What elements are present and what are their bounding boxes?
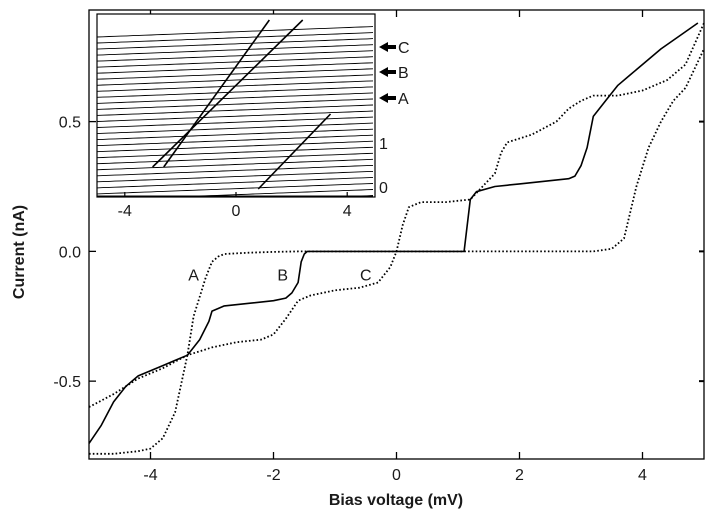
inset-trace bbox=[96, 110, 374, 122]
inset-legend-label: A bbox=[398, 91, 409, 108]
inset-trace bbox=[96, 86, 374, 98]
inset-trace bbox=[96, 116, 374, 128]
arrow-left-icon bbox=[379, 93, 396, 103]
inset-trace bbox=[96, 26, 374, 38]
inset-trace bbox=[96, 158, 374, 171]
curve-label-a: A bbox=[188, 268, 199, 285]
inset-trace bbox=[96, 68, 374, 80]
inset-trace bbox=[96, 92, 374, 104]
inset-x-tick-label: 4 bbox=[343, 203, 352, 220]
inset-step-line bbox=[257, 113, 332, 190]
inset-right-tick-label: 1 bbox=[379, 136, 388, 153]
curve-label-b: B bbox=[277, 268, 288, 285]
inset-legend: CBA bbox=[379, 40, 410, 108]
x-tick-label: 0 bbox=[392, 467, 401, 484]
main-tick-labels: -4 -2 0 2 4 -0.5 0.0 0.5 bbox=[53, 115, 647, 484]
inset-legend-label: B bbox=[398, 65, 409, 82]
inset-ticks: -4 0 4 0 1 bbox=[118, 136, 388, 220]
inset-trace bbox=[96, 56, 374, 68]
inset-trace bbox=[96, 44, 374, 56]
inset-trace bbox=[96, 170, 374, 183]
x-tick-label: 4 bbox=[638, 467, 647, 484]
x-tick-label: 2 bbox=[515, 467, 524, 484]
inset-trace bbox=[96, 38, 374, 50]
inset-x-tick-label: -4 bbox=[118, 203, 132, 220]
inset-lines bbox=[96, 19, 374, 197]
y-axis-title: Current (nA) bbox=[11, 205, 28, 299]
arrow-left-icon bbox=[379, 42, 396, 52]
y-tick-label: 0.5 bbox=[59, 115, 81, 132]
x-axis-title: Bias voltage (mV) bbox=[329, 492, 463, 509]
inset-trace bbox=[96, 32, 374, 44]
x-tick-label: -2 bbox=[266, 467, 280, 484]
inset-background bbox=[97, 14, 375, 197]
arrow-left-icon bbox=[379, 67, 396, 77]
inset-x-tick-label: 0 bbox=[232, 203, 241, 220]
y-tick-label: 0.0 bbox=[59, 244, 81, 261]
inset-trace bbox=[96, 128, 374, 141]
curve-label-c: C bbox=[360, 268, 372, 285]
inset-trace bbox=[96, 122, 374, 135]
inset-trace bbox=[96, 98, 374, 110]
inset-step-line bbox=[152, 19, 304, 168]
inset: -4 0 4 0 1 CBA bbox=[96, 13, 410, 220]
inset-trace bbox=[97, 189, 374, 197]
main-annotations: A B C bbox=[188, 268, 371, 285]
inset-trace bbox=[96, 183, 374, 195]
inset-legend-label: C bbox=[398, 40, 410, 57]
inset-right-tick-label: 0 bbox=[379, 180, 388, 197]
y-tick-label: -0.5 bbox=[53, 374, 81, 391]
inset-trace bbox=[96, 134, 374, 147]
inset-trace bbox=[96, 104, 374, 116]
inset-trace bbox=[96, 152, 374, 165]
inset-trace bbox=[96, 140, 374, 153]
inset-trace bbox=[96, 74, 374, 86]
inset-trace bbox=[96, 146, 374, 159]
main-series bbox=[88, 22, 705, 455]
inset-step-line bbox=[163, 19, 271, 168]
series-c-line bbox=[88, 22, 705, 408]
inset-trace bbox=[96, 176, 374, 189]
inset-trace bbox=[96, 164, 374, 177]
x-tick-label: -4 bbox=[143, 467, 157, 484]
inset-trace bbox=[96, 50, 374, 62]
